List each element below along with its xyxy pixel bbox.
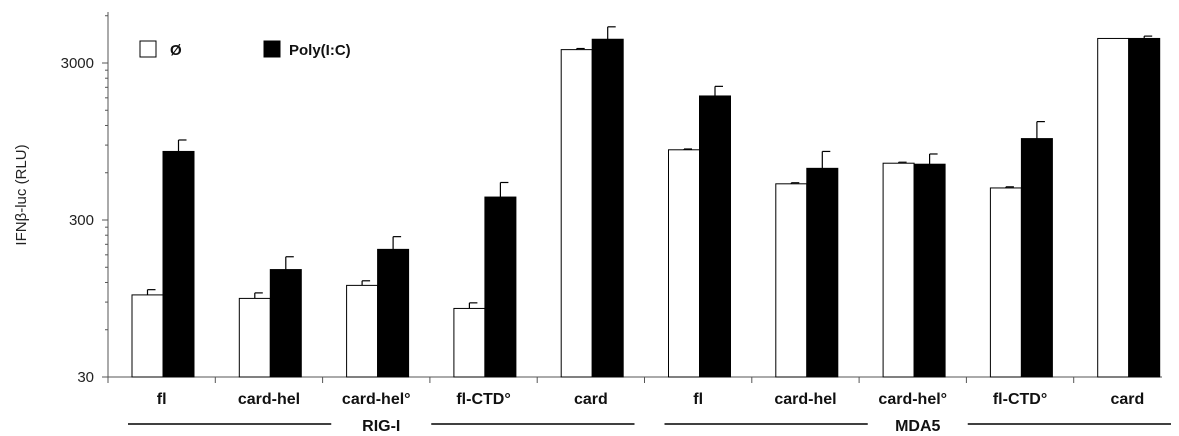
bar-empty (560, 49, 593, 378)
x-tick-labels: fl card-hel card-hel° fl-CTD° card fl card-hel… (157, 391, 1144, 408)
bar-empty (775, 183, 808, 378)
x-tick-label: fl-CTD° (456, 391, 510, 408)
x-tick-label: card (1110, 391, 1144, 408)
bar-polyic (699, 95, 731, 378)
bar-empty (989, 187, 1022, 378)
bar-polyic (484, 196, 517, 378)
bar-polyic (1020, 138, 1053, 378)
bar-empty (238, 297, 271, 378)
legend-swatch-empty (139, 40, 157, 58)
x-tick-label: card-hel° (878, 391, 947, 408)
legend-label-polyic: Poly(I:C) (289, 42, 351, 59)
bar-polyic (806, 167, 839, 378)
legend-label-empty: Ø (170, 42, 182, 59)
bar-polyic (377, 248, 410, 378)
bar-empty (668, 149, 700, 378)
x-tick-label: card-hel° (342, 391, 411, 408)
bar-polyic (1128, 37, 1161, 378)
x-tick-label: card-hel (774, 391, 836, 408)
y-tick-label: 30 (77, 369, 94, 386)
bar-polyic (162, 150, 195, 378)
bar-polyic (913, 163, 946, 378)
group-label: RIG-I (362, 418, 400, 435)
group-label: MDA5 (895, 418, 940, 435)
bar-polyic (269, 269, 302, 378)
x-tick-label: fl (157, 391, 167, 408)
bar-empty (1097, 37, 1130, 378)
group-labels: RIG-I MDA5 (128, 418, 1171, 435)
x-tick-label: fl (693, 391, 703, 408)
x-tick-label: card (574, 391, 608, 408)
bar-empty (453, 307, 486, 378)
bars (131, 37, 1161, 378)
x-tick-label: fl-CTD° (993, 391, 1047, 408)
bar-empty (882, 162, 915, 378)
bar-polyic (591, 38, 624, 378)
y-tick-label: 300 (69, 212, 94, 229)
bar-empty (346, 284, 379, 378)
legend: Ø Poly(I:C) (139, 40, 351, 59)
bar-empty (131, 294, 164, 378)
y-axis-label: IFNβ-luc (RLU) (13, 144, 30, 245)
legend-swatch-polyic (263, 40, 281, 58)
y-tick-label: 3000 (61, 55, 94, 72)
error-bars (146, 26, 1153, 309)
x-tick-label: card-hel (238, 391, 300, 408)
